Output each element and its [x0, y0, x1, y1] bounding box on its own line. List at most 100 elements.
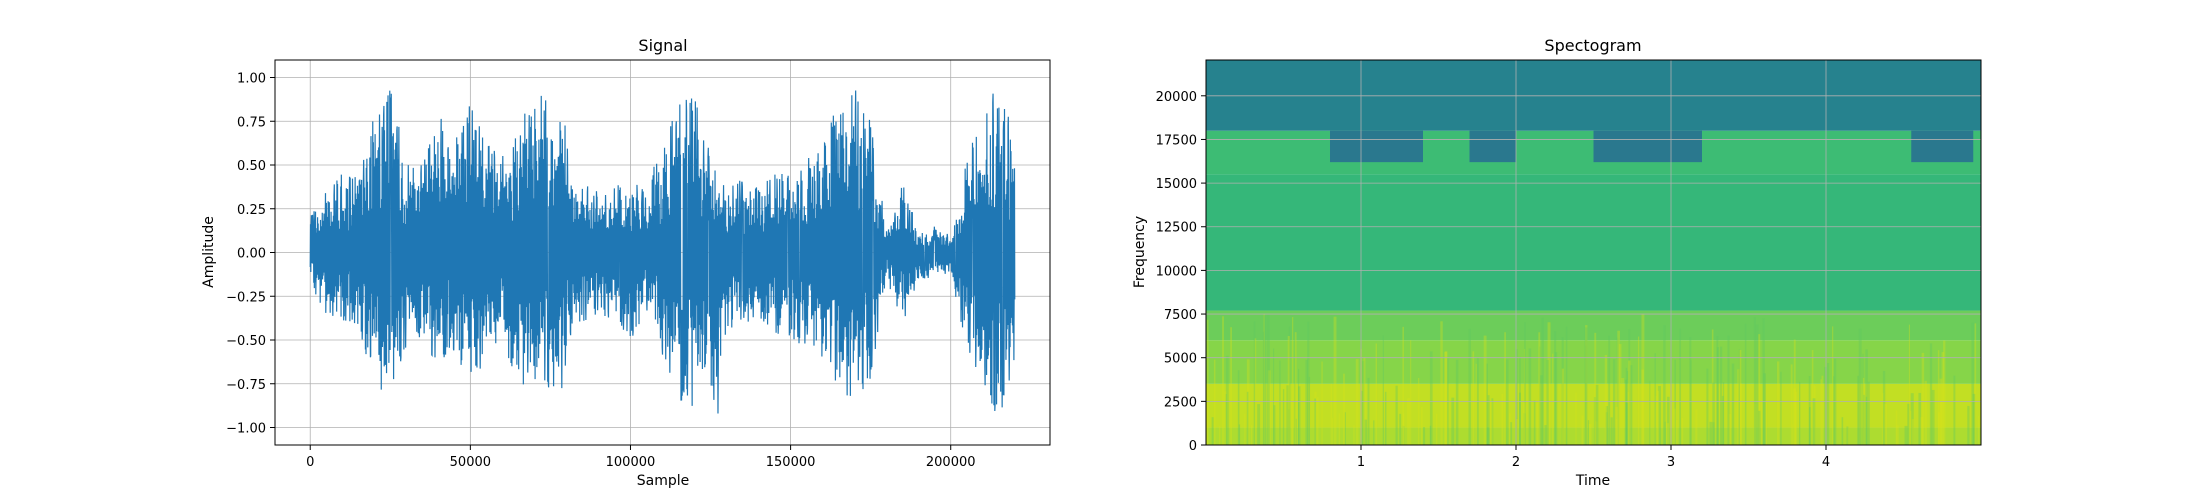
spectrogram-streak [1621, 377, 1625, 445]
spectrogram-streak [1225, 355, 1229, 445]
spectrogram-streak [1263, 314, 1265, 445]
spectrogram-streak [1237, 370, 1240, 445]
spectrogram-y-tick-label: 5000 [1164, 352, 1197, 367]
spectrogram-streak [1679, 328, 1682, 445]
spectrogram-dark-patch [1593, 130, 1702, 163]
spectrogram-streak [1610, 417, 1613, 445]
spectrogram-streak [1625, 367, 1628, 445]
spectrogram-streak [1429, 425, 1432, 445]
spectrogram-streak [1294, 340, 1296, 445]
spectrogram-streak [1937, 412, 1941, 445]
spectrogram-streak [1832, 326, 1834, 445]
spectrogram-streak [1505, 359, 1509, 445]
spectrogram-streak [1540, 375, 1543, 445]
spectrogram-streak [1362, 361, 1365, 445]
spectrogram-streak [1765, 402, 1768, 445]
signal-y-tick-label: 0.25 [237, 203, 266, 218]
spectrogram-grid [1206, 60, 1981, 446]
spectrogram-streak [1395, 385, 1398, 445]
spectrogram-streak [1943, 340, 1946, 445]
spectrogram-streak [1263, 315, 1267, 445]
spectrogram-y-tick-label: 2500 [1164, 395, 1197, 410]
spectrogram-streak [1575, 392, 1577, 445]
spectrogram-streak [1896, 425, 1899, 445]
spectrogram-streak [1364, 419, 1368, 445]
signal-x-tick-label: 50000 [450, 455, 491, 470]
spectrogram-streak [1290, 399, 1293, 445]
spectrogram-streak [1286, 385, 1290, 445]
spectrogram-streak [1298, 386, 1301, 445]
spectrogram-streak [1355, 359, 1359, 445]
spectrogram-streak [1738, 350, 1742, 445]
spectrogram-streak [1333, 316, 1337, 445]
spectrogram-streak [1712, 382, 1715, 445]
spectrogram-band [1206, 427, 1981, 445]
spectrogram-streak [1758, 334, 1761, 445]
signal-y-tick-label: −1.00 [226, 422, 266, 437]
spectrogram-streak [1538, 332, 1541, 445]
spectrogram-streak [1792, 424, 1794, 445]
spectrogram-streak [1918, 392, 1922, 445]
spectrogram-streak [1921, 352, 1925, 445]
spectrogram-streak [1267, 370, 1271, 445]
spectrogram-streak [1753, 317, 1756, 445]
spectrogram-streak [1224, 391, 1227, 445]
spectrogram-streak [1282, 389, 1285, 445]
spectrogram-streak [1608, 335, 1611, 445]
spectrogram-streak [1758, 410, 1761, 445]
spectrogram-streak [1664, 421, 1666, 445]
spectrogram-streak [1486, 363, 1488, 445]
spectrogram-y-tick-label: 0 [1189, 439, 1197, 454]
spectrogram-streak [1581, 415, 1584, 445]
spectrogram-streak [1444, 351, 1448, 445]
spectrogram-y-tick-label: 20000 [1156, 90, 1197, 105]
spectrogram-streak [1219, 426, 1221, 445]
signal-y-tick-label: −0.75 [226, 378, 266, 393]
spectrogram-streak [1475, 363, 1477, 445]
spectrogram-streak [1841, 417, 1844, 445]
signal-y-tick-label: 0.50 [237, 159, 266, 174]
spectrogram-streak [1908, 324, 1911, 445]
spectrogram-streak [1740, 383, 1743, 445]
spectrogram-dark-patch [1330, 130, 1423, 163]
spectrogram-streak [1584, 327, 1588, 445]
spectrogram-streak [1617, 330, 1620, 445]
spectrogram-plot-frame [1205, 59, 1982, 446]
spectrogram-streak [1402, 413, 1405, 445]
spectrogram-streak [1689, 337, 1692, 445]
spectrogram-streak [1455, 359, 1459, 445]
spectrogram-band [1206, 310, 1981, 341]
spectrogram-streak [1246, 391, 1249, 445]
spectrogram-streak [1920, 417, 1924, 445]
spectrogram-streak [1213, 359, 1216, 445]
spectrogram-streak [1587, 420, 1590, 445]
spectrogram-title: Spectogram [1544, 36, 1641, 55]
spectrogram-streak [1316, 397, 1319, 445]
spectrogram-streak [1753, 403, 1756, 445]
spectrogram-streak [1314, 398, 1317, 445]
spectrogram-streak [1407, 398, 1410, 445]
spectrogram-streak [1552, 353, 1554, 445]
spectrogram-streak [1253, 321, 1256, 445]
spectrogram-streak [1738, 349, 1740, 445]
spectrogram-streak [1211, 417, 1214, 445]
signal-y-tick-label: 0.00 [237, 247, 266, 262]
spectrogram-streak [1723, 382, 1725, 445]
spectrogram-streak [1728, 413, 1732, 445]
spectrogram-y-tick-label: 7500 [1164, 308, 1197, 323]
spectrogram-streak [1615, 406, 1619, 445]
spectrogram-streak [1676, 419, 1678, 445]
spectrogram-streak [1585, 345, 1587, 445]
spectrogram-image [1206, 60, 1981, 445]
spectrogram-streak [1674, 359, 1677, 445]
spectrogram-streak [1444, 352, 1448, 445]
spectrogram-streak [1821, 375, 1824, 445]
spectrogram-streak [1858, 328, 1862, 445]
spectrogram-streak [1384, 391, 1387, 445]
spectrogram-y-ticks: 0 2500 5000 7500 10000 12500 15000 17500 20000 [1156, 90, 1206, 454]
spectrogram-streak [1909, 411, 1912, 445]
spectrogram-streak [1373, 420, 1375, 445]
spectrogram-streak [1867, 381, 1870, 445]
spectrogram-streak [1706, 368, 1709, 445]
spectrogram-streak [1808, 407, 1811, 445]
